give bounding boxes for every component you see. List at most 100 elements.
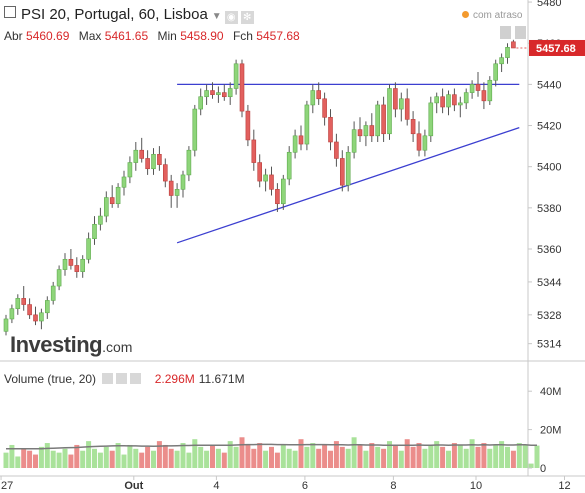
volume-bar-up bbox=[286, 448, 292, 468]
candle-body-down bbox=[239, 63, 245, 112]
chevron-down-icon[interactable]: ▼ bbox=[211, 11, 222, 22]
candle bbox=[280, 174, 286, 210]
volume-bar-down bbox=[369, 443, 375, 468]
candle-body-down bbox=[251, 139, 257, 163]
volume-bar-down bbox=[257, 443, 263, 468]
gear-icon[interactable]: ✻ bbox=[240, 11, 254, 24]
volume-bar-up bbox=[215, 448, 221, 468]
candle-body-up bbox=[204, 90, 209, 98]
volume-bar-down bbox=[145, 446, 151, 468]
candle bbox=[463, 88, 469, 110]
candle-body-up bbox=[304, 104, 310, 145]
candle-body-down bbox=[369, 125, 375, 137]
candle bbox=[481, 82, 487, 110]
candle bbox=[115, 183, 121, 208]
volume-bar-up bbox=[422, 448, 428, 468]
candle bbox=[133, 141, 139, 171]
candle-body-up bbox=[3, 318, 9, 332]
candle bbox=[62, 253, 68, 276]
volume-bar-down bbox=[339, 446, 345, 468]
volume-bar-up bbox=[487, 448, 493, 468]
volume-bar-down bbox=[109, 450, 115, 468]
gear-icon[interactable] bbox=[116, 373, 128, 384]
scroll-left-icon[interactable] bbox=[500, 26, 511, 39]
candle-body-up bbox=[233, 63, 239, 89]
candle-body-up bbox=[186, 149, 192, 176]
candle-body-down bbox=[334, 141, 339, 159]
candle-body-up bbox=[363, 125, 369, 137]
volume-bar-up bbox=[310, 443, 316, 468]
volume-bar-up bbox=[198, 446, 204, 468]
candle bbox=[139, 137, 144, 163]
candle-body-down bbox=[416, 133, 422, 151]
eye-icon[interactable] bbox=[102, 373, 114, 384]
ohlc-low-label: Min bbox=[157, 29, 177, 43]
candle-body-up bbox=[180, 174, 186, 190]
volume-bar-up bbox=[363, 450, 369, 468]
eye-icon[interactable]: ◉ bbox=[224, 11, 238, 24]
candle-body-down bbox=[269, 174, 274, 190]
candle bbox=[387, 84, 392, 140]
price-tick-label: 5360 bbox=[537, 244, 561, 256]
candle bbox=[15, 294, 21, 315]
volume-value-current: 2.296M bbox=[154, 372, 195, 386]
ohlc-open-value: 5460.69 bbox=[26, 29, 70, 43]
price-tick-label: 5328 bbox=[537, 310, 561, 322]
candle bbox=[505, 43, 510, 64]
time-tick-label: Out bbox=[124, 480, 143, 492]
instrument-title[interactable]: PSI 20, Portugal, 60, Lisboa ▼ ◉ ✻ bbox=[4, 6, 254, 24]
candle bbox=[469, 80, 475, 99]
volume-bar-up bbox=[38, 446, 44, 468]
candle bbox=[286, 146, 292, 186]
candle-body-down bbox=[68, 258, 74, 266]
volume-bar-up bbox=[174, 450, 180, 468]
volume-bar-up bbox=[457, 444, 463, 468]
volume-bar-down bbox=[156, 441, 162, 468]
delay-status-text: com atraso bbox=[473, 10, 523, 21]
candle bbox=[381, 96, 386, 142]
volume-bar-up bbox=[398, 450, 404, 468]
volume-bar-down bbox=[74, 444, 80, 468]
candle bbox=[204, 84, 209, 105]
candle bbox=[9, 304, 15, 324]
candle bbox=[222, 84, 227, 101]
volume-panel-header: Volume (true, 20) 2.296M 11.671M bbox=[4, 372, 245, 386]
close-icon[interactable] bbox=[130, 373, 142, 384]
candle bbox=[239, 59, 245, 118]
candle bbox=[357, 117, 363, 142]
candle bbox=[50, 281, 56, 305]
candle-body-up bbox=[56, 269, 62, 287]
candle-body-up bbox=[192, 108, 198, 151]
volume-bar-up bbox=[280, 444, 286, 468]
volume-bar-down bbox=[168, 448, 174, 468]
time-tick-label: 4 bbox=[213, 480, 219, 492]
volume-bar-down bbox=[333, 441, 339, 468]
ohlc-low-value: 5458.90 bbox=[180, 29, 224, 43]
candle-body-up bbox=[292, 135, 298, 153]
candle bbox=[475, 72, 481, 97]
candle-body-down bbox=[440, 96, 445, 108]
collapse-icon[interactable] bbox=[4, 6, 16, 18]
candle-body-up bbox=[434, 96, 440, 104]
volume-bar-down bbox=[33, 454, 38, 468]
logo-domain: .com bbox=[102, 339, 133, 355]
candle bbox=[269, 166, 274, 196]
volume-bar-up bbox=[192, 439, 198, 468]
candle bbox=[39, 308, 44, 330]
candle-body-up bbox=[310, 90, 316, 106]
candle bbox=[86, 232, 91, 264]
candle-body-up bbox=[44, 300, 50, 314]
volume-bar-down bbox=[510, 450, 516, 468]
price-tick-label: 5344 bbox=[537, 277, 561, 289]
candle bbox=[292, 129, 298, 159]
volume-indicator-label[interactable]: Volume (true, 20) bbox=[4, 372, 97, 386]
candle bbox=[316, 82, 322, 105]
candle-body-up bbox=[115, 186, 121, 205]
scroll-right-icon[interactable] bbox=[515, 26, 526, 39]
time-tick-label: 12 bbox=[558, 480, 570, 492]
candle-body-up bbox=[463, 92, 469, 104]
candle-body-up bbox=[345, 151, 351, 186]
candle bbox=[440, 88, 445, 114]
candle bbox=[180, 170, 186, 198]
volume-bar-up bbox=[463, 448, 469, 468]
